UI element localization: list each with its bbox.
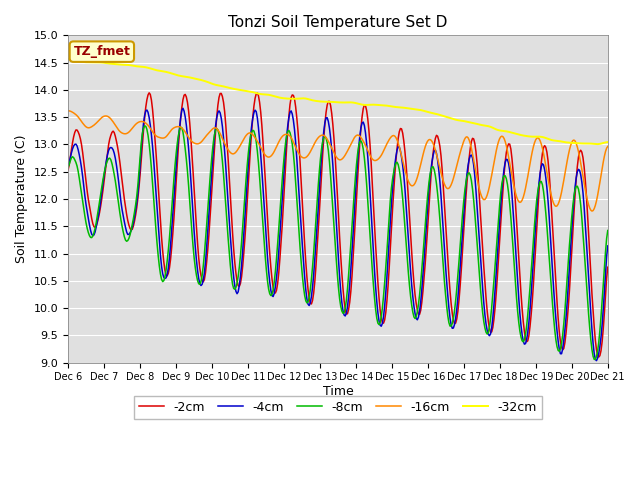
Line: -32cm: -32cm [68,59,608,144]
-32cm [232,86,240,92]
-16cm [461,136,468,142]
-16cm [392,135,400,141]
-2cm [604,264,612,270]
-8cm [367,250,375,255]
-2cm [367,159,375,165]
Line: -16cm: -16cm [68,111,608,211]
-32cm [604,139,612,145]
Text: TZ_fmet: TZ_fmet [74,45,131,58]
-32cm [392,104,400,110]
-2cm [595,354,603,360]
-8cm [293,196,301,202]
Line: -4cm: -4cm [68,108,608,360]
-2cm [64,167,72,173]
-4cm [393,147,401,153]
-16cm [232,149,240,155]
-4cm [64,164,72,169]
-8cm [556,348,563,354]
-2cm [556,329,563,335]
-4cm [179,106,187,111]
Title: Tonzi Soil Temperature Set D: Tonzi Soil Temperature Set D [228,15,447,30]
-4cm [367,208,375,214]
-2cm [293,115,301,120]
-16cm [588,208,596,214]
-2cm [462,196,470,202]
-2cm [233,278,241,284]
-8cm [590,357,598,362]
-8cm [462,180,470,186]
-4cm [462,183,470,189]
-8cm [141,123,148,129]
-4cm [233,291,241,297]
-8cm [604,228,612,233]
Line: -8cm: -8cm [68,126,608,360]
-8cm [393,159,401,165]
-2cm [145,90,153,96]
-32cm [366,102,374,108]
Legend: -2cm, -4cm, -8cm, -16cm, -32cm: -2cm, -4cm, -8cm, -16cm, -32cm [134,396,542,419]
-16cm [366,153,374,158]
-32cm [64,56,72,62]
-32cm [292,96,300,102]
Line: -2cm: -2cm [68,93,608,357]
-4cm [593,358,600,363]
-2cm [393,145,401,151]
-8cm [64,164,72,170]
-4cm [293,155,301,161]
-16cm [604,144,612,149]
-32cm [554,138,562,144]
-32cm [461,119,468,124]
Y-axis label: Soil Temperature (C): Soil Temperature (C) [15,135,28,263]
-4cm [604,243,612,249]
-32cm [593,141,600,147]
-4cm [556,347,563,352]
-8cm [233,280,241,286]
-16cm [64,108,72,114]
-16cm [292,144,300,150]
X-axis label: Time: Time [323,385,353,398]
-16cm [554,201,562,207]
